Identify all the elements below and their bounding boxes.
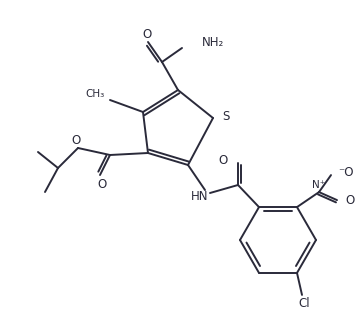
Text: O: O xyxy=(142,27,152,40)
Text: O: O xyxy=(219,155,228,167)
Text: NH₂: NH₂ xyxy=(202,35,224,48)
Text: O: O xyxy=(345,194,354,207)
Text: Cl: Cl xyxy=(298,297,310,310)
Text: ⁻O: ⁻O xyxy=(338,166,353,179)
Text: HN: HN xyxy=(191,191,209,204)
Text: O: O xyxy=(97,179,106,191)
Text: O: O xyxy=(71,133,81,147)
Text: N⁺: N⁺ xyxy=(312,180,326,190)
Text: CH₃: CH₃ xyxy=(86,89,105,99)
Text: S: S xyxy=(222,111,229,124)
